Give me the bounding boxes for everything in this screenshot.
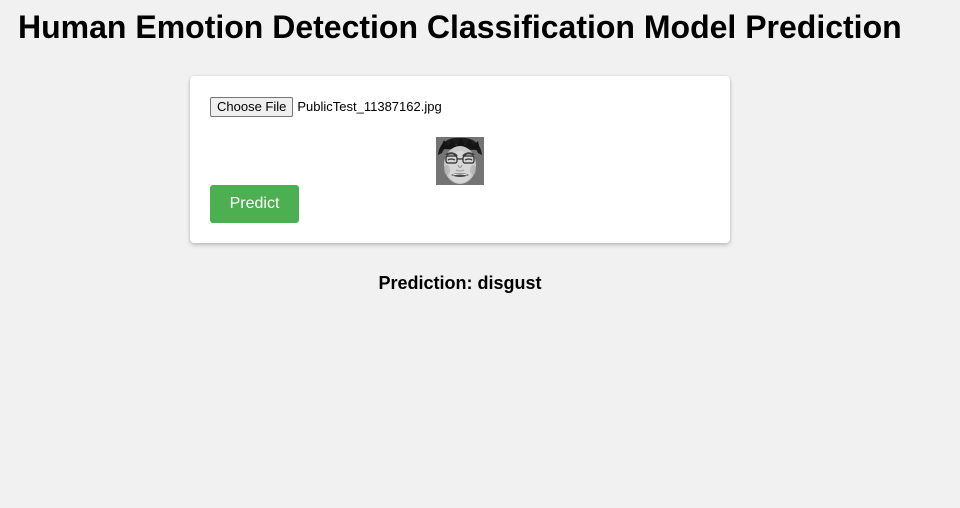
file-input[interactable]: Choose File PublicTest_11387162.jpg xyxy=(210,97,442,117)
prediction-result: Prediction: disgust xyxy=(378,273,542,293)
selected-file-name: PublicTest_11387162.jpg xyxy=(297,99,442,114)
image-preview xyxy=(436,137,484,185)
upload-card: Choose File PublicTest_11387162.jpg Pred… xyxy=(190,76,730,243)
page-title: Human Emotion Detection Classification M… xyxy=(18,9,902,45)
choose-file-button[interactable]: Choose File xyxy=(210,97,294,117)
predict-button[interactable]: Predict xyxy=(210,185,299,223)
